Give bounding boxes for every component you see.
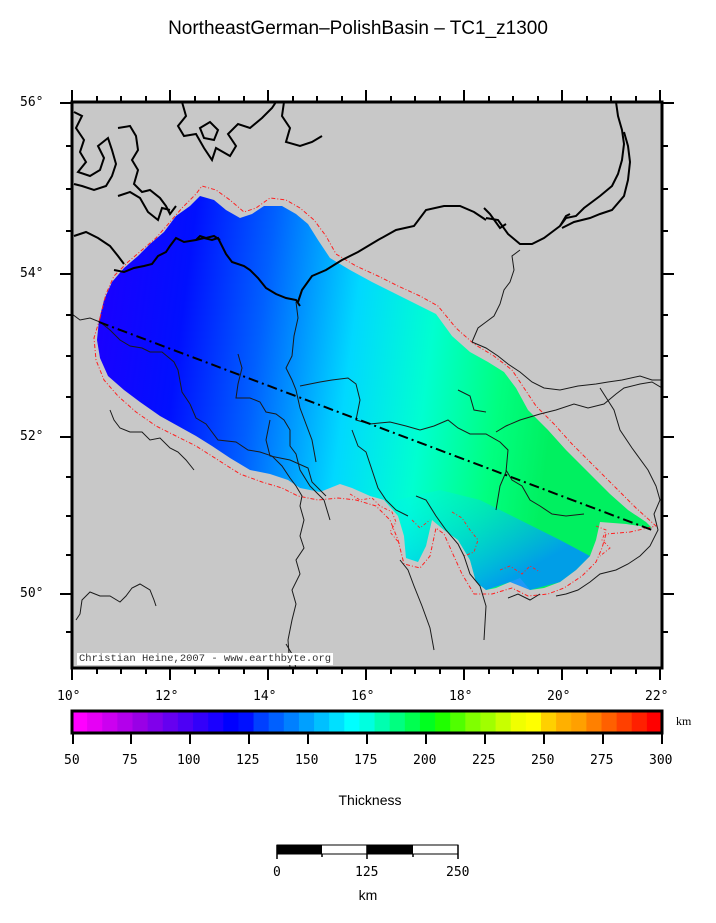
colorbar-cell bbox=[314, 711, 330, 733]
colorbar-unit: km bbox=[676, 714, 692, 728]
colorbar-cell bbox=[344, 711, 361, 733]
colorbar-cell bbox=[102, 711, 118, 733]
colorbar-cell bbox=[253, 711, 270, 733]
colorbar-cell bbox=[374, 711, 391, 733]
colorbar-cell bbox=[117, 711, 134, 733]
colorbar-cell bbox=[389, 711, 406, 733]
colorbar-cell bbox=[435, 711, 451, 733]
coastlines bbox=[73, 102, 632, 307]
colorbar-cell bbox=[87, 711, 103, 733]
colorbar-label-275: 275 bbox=[590, 753, 614, 768]
colorbar-cell bbox=[238, 711, 255, 733]
lon-label-18: 18° bbox=[449, 689, 473, 704]
colorbar-cell bbox=[177, 711, 194, 733]
political-borders bbox=[72, 249, 662, 668]
profile-line bbox=[98, 321, 653, 531]
colorbar-cell bbox=[571, 711, 587, 733]
colorbar-cell bbox=[646, 711, 663, 733]
thickness-field-south-shade bbox=[396, 490, 590, 590]
lat-ticks bbox=[60, 102, 674, 633]
colorbar-cell bbox=[359, 711, 376, 733]
colorbar bbox=[72, 711, 663, 733]
colorbar-cell bbox=[450, 711, 466, 733]
colorbar-label-50: 50 bbox=[64, 753, 80, 768]
colorbar-cell bbox=[147, 711, 164, 733]
lon-ticks bbox=[71, 90, 661, 680]
colorbar-label-175: 175 bbox=[354, 753, 378, 768]
colorbar-cell bbox=[631, 711, 648, 733]
scalebar-label-125: 125 bbox=[355, 865, 379, 880]
colorbar-cell bbox=[419, 711, 436, 733]
colorbar-cell bbox=[283, 711, 300, 733]
colorbar-label-225: 225 bbox=[472, 753, 496, 768]
basin-outline-south-fragments bbox=[349, 493, 611, 575]
colorbar-cell bbox=[525, 711, 542, 733]
colorbar-cell bbox=[193, 711, 209, 733]
lon-label-16: 16° bbox=[351, 689, 375, 704]
scalebar-unit: km bbox=[358, 887, 378, 903]
thickness-field bbox=[97, 196, 652, 590]
colorbar-cell bbox=[556, 711, 572, 733]
scale-bar bbox=[276, 844, 459, 859]
scalebar-label-250: 250 bbox=[446, 865, 470, 880]
lon-label-14: 14° bbox=[253, 689, 277, 704]
lon-label-12: 12° bbox=[155, 689, 179, 704]
colorbar-label-250: 250 bbox=[531, 753, 555, 768]
colorbar-cell bbox=[329, 711, 345, 733]
colorbar-cell bbox=[132, 711, 149, 733]
colorbar-cell bbox=[404, 711, 421, 733]
lon-label-20: 20° bbox=[547, 689, 571, 704]
lat-label-56: 56° bbox=[20, 95, 44, 110]
lat-label-54: 54° bbox=[20, 266, 44, 281]
colorbar-label-125: 125 bbox=[236, 753, 260, 768]
lat-label-50: 50° bbox=[20, 586, 44, 601]
colorbar-cell bbox=[601, 711, 618, 733]
colorbar-cell bbox=[495, 711, 512, 733]
colorbar-cell bbox=[465, 711, 482, 733]
scalebar-label-0: 0 bbox=[273, 865, 281, 880]
colorbar-label-75: 75 bbox=[122, 753, 138, 768]
colorbar-cell bbox=[540, 711, 557, 733]
colorbar-cell bbox=[480, 711, 497, 733]
colorbar-cell bbox=[208, 711, 224, 733]
colorbar-cell bbox=[298, 711, 315, 733]
colorbar-cell bbox=[616, 711, 633, 733]
colorbar-title: Thickness bbox=[338, 792, 402, 808]
colorbar-label-300: 300 bbox=[649, 753, 673, 768]
colorbar-label-150: 150 bbox=[295, 753, 319, 768]
colorbar-cell bbox=[510, 711, 527, 733]
basin-outline bbox=[93, 185, 658, 597]
colorbar-label-200: 200 bbox=[413, 753, 437, 768]
colorbar-label-100: 100 bbox=[177, 753, 201, 768]
colorbar-cell bbox=[268, 711, 285, 733]
colorbar-cell bbox=[586, 711, 603, 733]
credit-text: Christian Heine,2007 - www.earthbyte.org bbox=[77, 653, 334, 665]
lon-label-10: 10° bbox=[57, 689, 81, 704]
colorbar-cell bbox=[72, 711, 88, 733]
map-title: NortheastGerman–PolishBasin – TC1_z1300 bbox=[168, 18, 548, 39]
colorbar-ticks bbox=[72, 733, 663, 744]
lon-label-22: 22° bbox=[645, 689, 669, 704]
colorbar-cell bbox=[162, 711, 179, 733]
lat-label-52: 52° bbox=[20, 429, 44, 444]
colorbar-cell bbox=[223, 711, 240, 733]
